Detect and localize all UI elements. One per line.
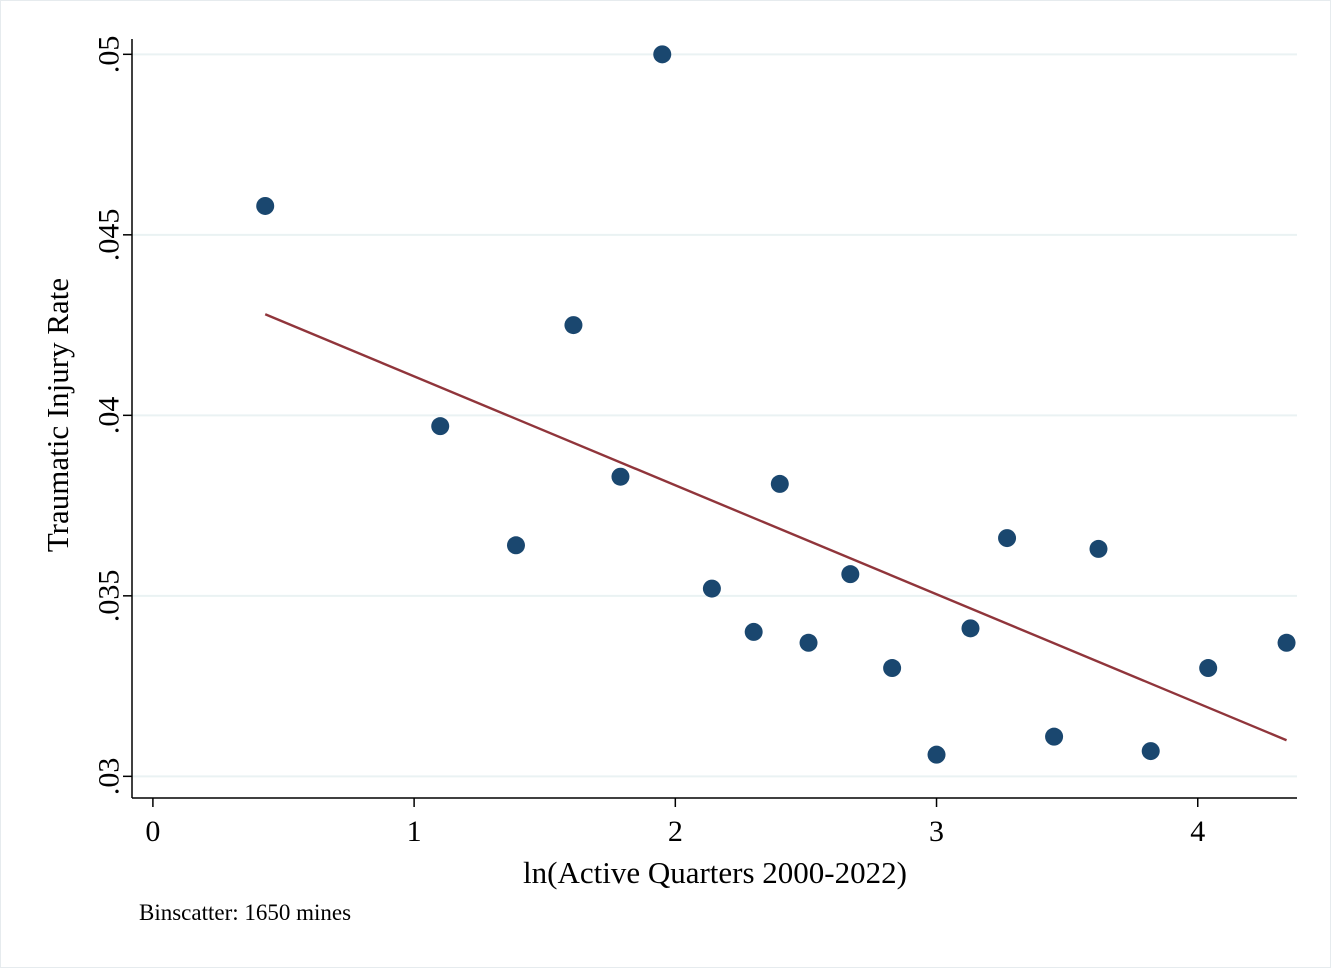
data-point [744, 622, 763, 641]
data-point [1089, 539, 1108, 558]
data-point [1199, 659, 1218, 678]
y-tick-label: .045 [93, 209, 126, 262]
y-tick-label: .035 [93, 570, 126, 623]
x-tick-label: 0 [145, 815, 160, 848]
data-point [799, 633, 818, 652]
data-point [1045, 727, 1064, 746]
data-point [770, 474, 789, 493]
data-point [564, 316, 583, 335]
data-point [653, 45, 672, 64]
gridlines [132, 53, 1297, 778]
data-point [1277, 633, 1296, 652]
axes [123, 39, 1297, 807]
chart-note: Binscatter: 1650 mines [139, 900, 352, 925]
y-tick-label: .05 [93, 36, 126, 74]
y-tick-label: .03 [93, 758, 126, 796]
fit-line-layer [264, 313, 1288, 742]
data-point [883, 659, 902, 678]
data-point [841, 565, 860, 584]
data-point [256, 196, 275, 215]
tick-labels: .03 .035 .04 .045 .05 0 1 2 3 4 [93, 36, 1206, 848]
x-tick-label: 4 [1190, 815, 1205, 848]
x-axis-title: ln(Active Quarters 2000-2022) [523, 855, 907, 890]
data-point [961, 619, 980, 638]
data-point [1141, 742, 1160, 761]
fit-line [264, 313, 1288, 742]
data-point [998, 529, 1017, 548]
y-axis-title: Traumatic Injury Rate [40, 278, 75, 552]
data-point [431, 417, 450, 436]
x-tick-label: 1 [407, 815, 422, 848]
points-layer [256, 45, 1296, 764]
y-tick-label: .04 [93, 397, 126, 435]
data-point [927, 745, 946, 764]
x-tick-label: 2 [668, 815, 683, 848]
data-point [506, 536, 525, 555]
x-tick-label: 3 [929, 815, 944, 848]
data-point [611, 467, 630, 486]
data-point [702, 579, 721, 598]
